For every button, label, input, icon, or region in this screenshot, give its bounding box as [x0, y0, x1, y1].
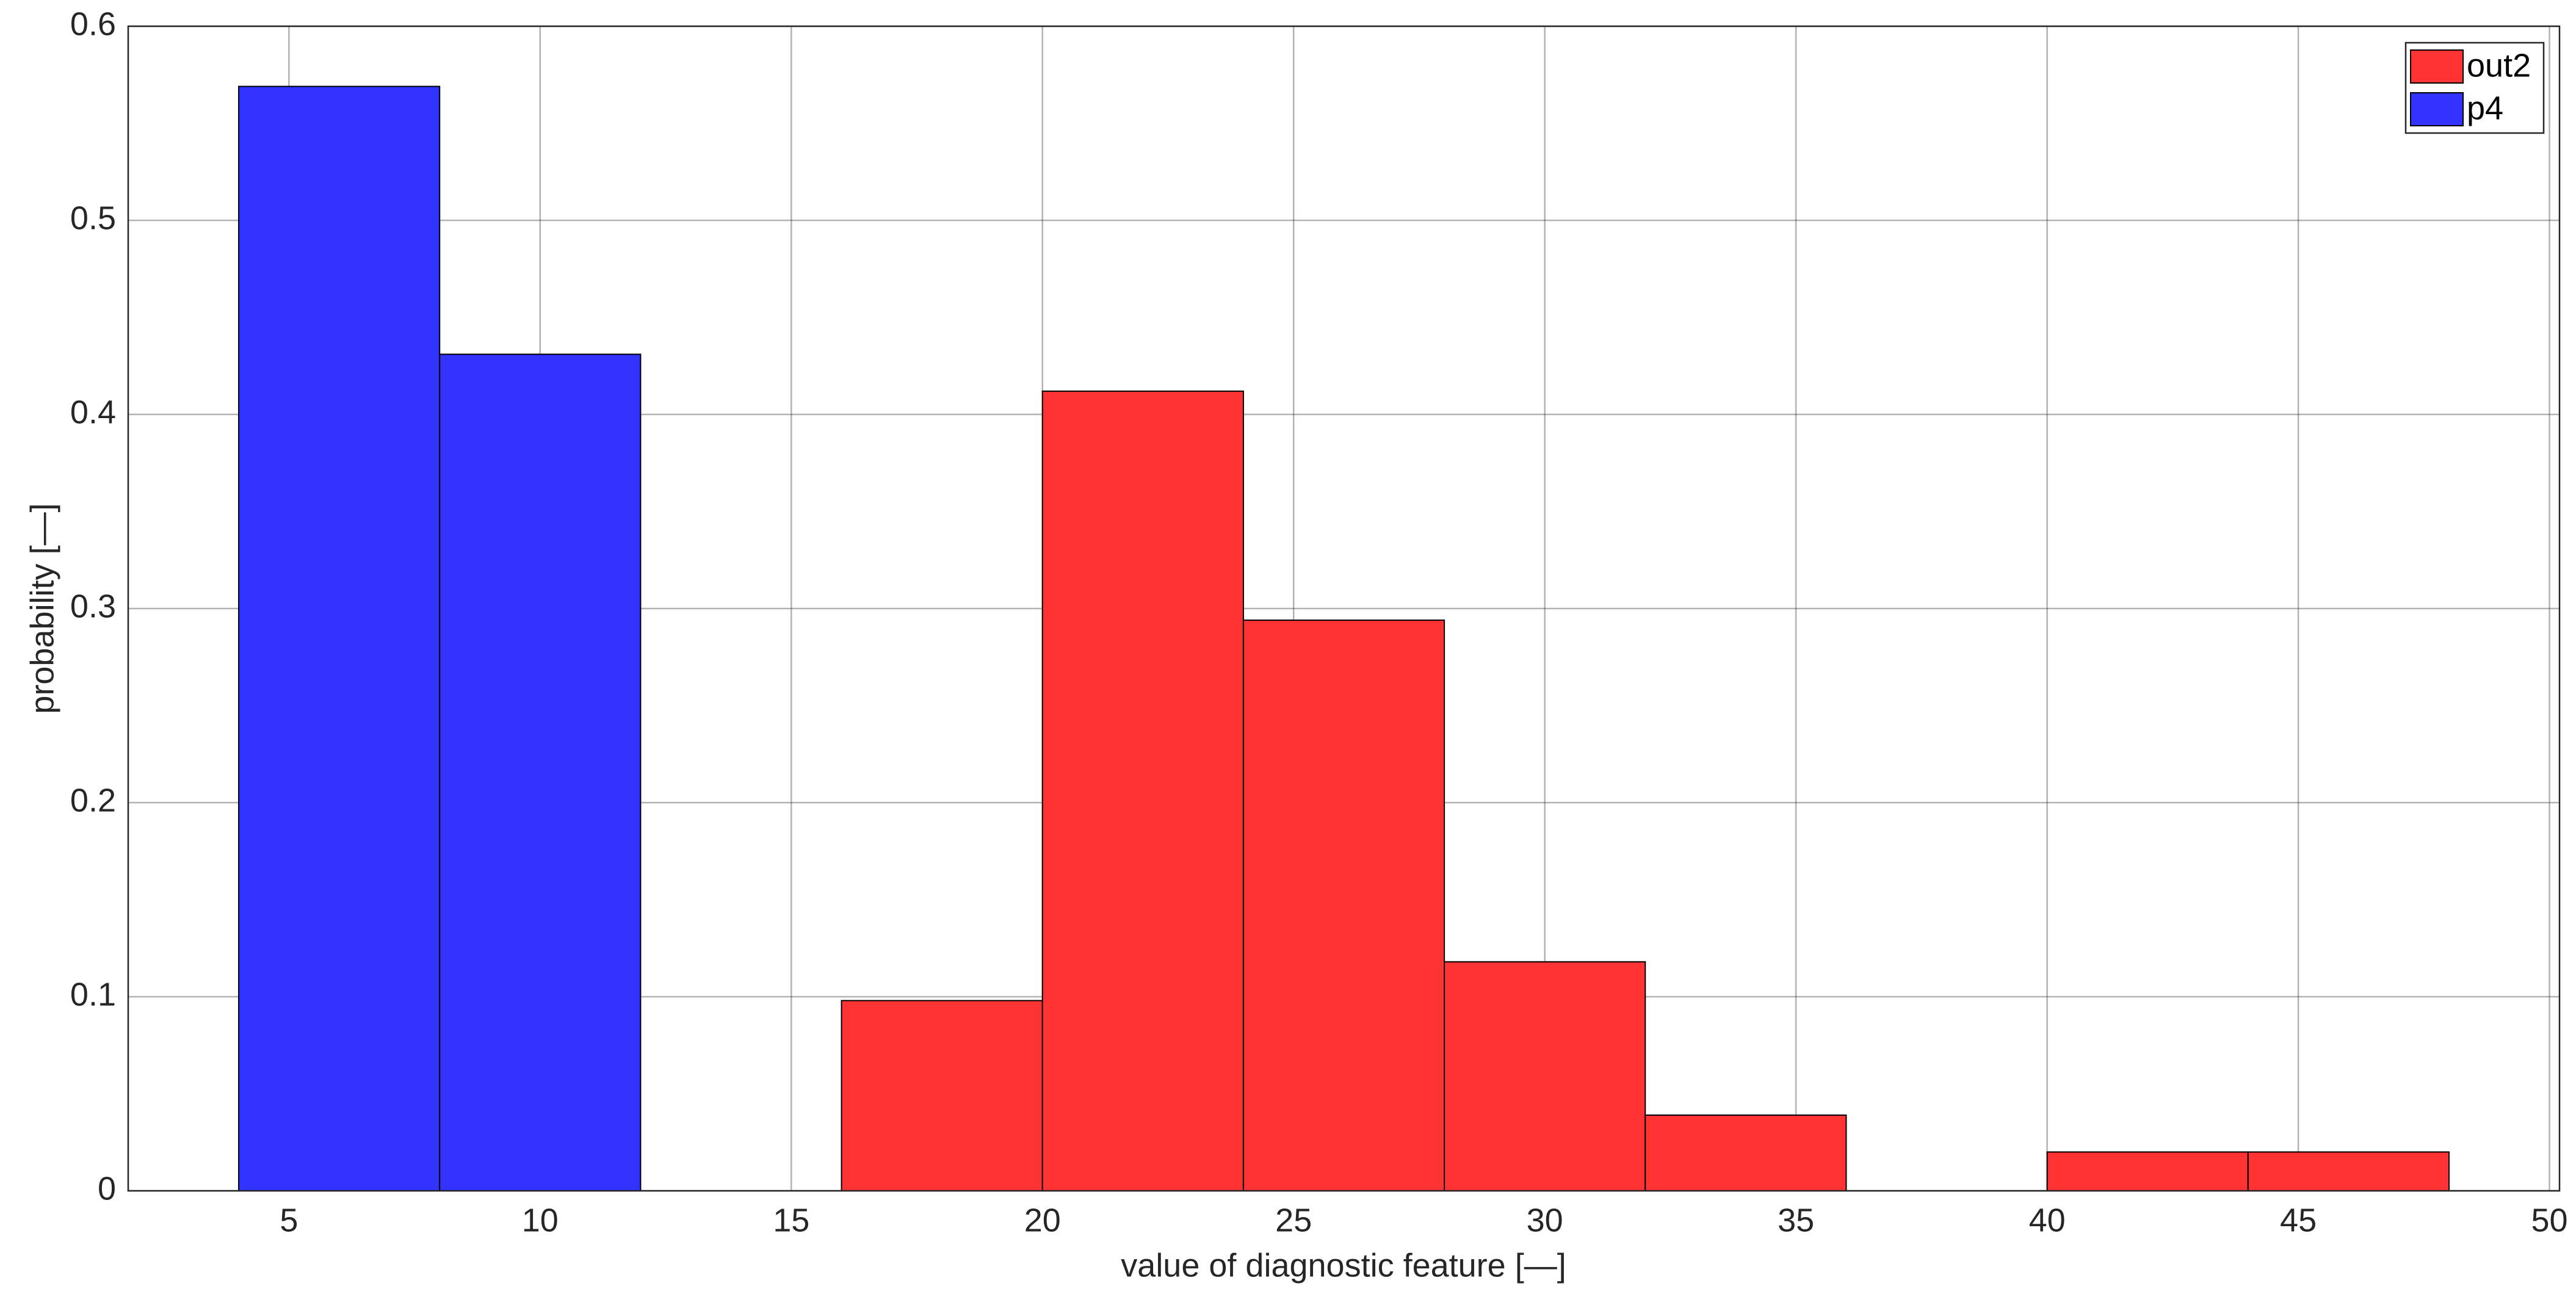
legend-label: p4	[2467, 90, 2503, 126]
plot-frame	[127, 25, 2561, 1192]
y-tick-label: 0.2	[70, 782, 116, 818]
x-tick-label: 25	[1275, 1202, 1312, 1238]
y-tick-label: 0.3	[70, 588, 116, 624]
legend-swatch	[2410, 49, 2464, 84]
x-tick-label: 10	[522, 1202, 559, 1238]
y-tick-label: 0.1	[70, 976, 116, 1013]
y-tick-label: 0.5	[70, 200, 116, 236]
x-tick-label: 20	[1024, 1202, 1061, 1238]
bar	[1444, 961, 1646, 1191]
bar	[439, 353, 642, 1191]
x-tick-label: 35	[1778, 1202, 1814, 1238]
y-axis-label: probability [—]	[24, 503, 60, 714]
x-tick-label: 45	[2280, 1202, 2317, 1238]
bar	[841, 1000, 1043, 1191]
bar	[1041, 390, 1244, 1192]
legend-swatch	[2410, 92, 2464, 126]
bar	[2046, 1151, 2249, 1192]
x-axis-label: value of diagnostic feature [—]	[1121, 1247, 1566, 1284]
x-tick-label: 15	[773, 1202, 809, 1238]
bar	[2247, 1151, 2450, 1192]
x-tick-label: 5	[280, 1202, 298, 1238]
y-tick-label: 0	[98, 1170, 116, 1207]
x-tick-label: 30	[1527, 1202, 1563, 1238]
bar	[238, 85, 441, 1192]
legend-label: out2	[2467, 47, 2531, 84]
y-tick-label: 0.4	[70, 394, 116, 430]
y-tick-label: 0.6	[70, 5, 116, 42]
x-tick-label: 50	[2531, 1202, 2568, 1238]
bar	[1644, 1114, 1847, 1191]
bar	[1242, 620, 1445, 1191]
x-tick-label: 40	[2029, 1202, 2066, 1238]
